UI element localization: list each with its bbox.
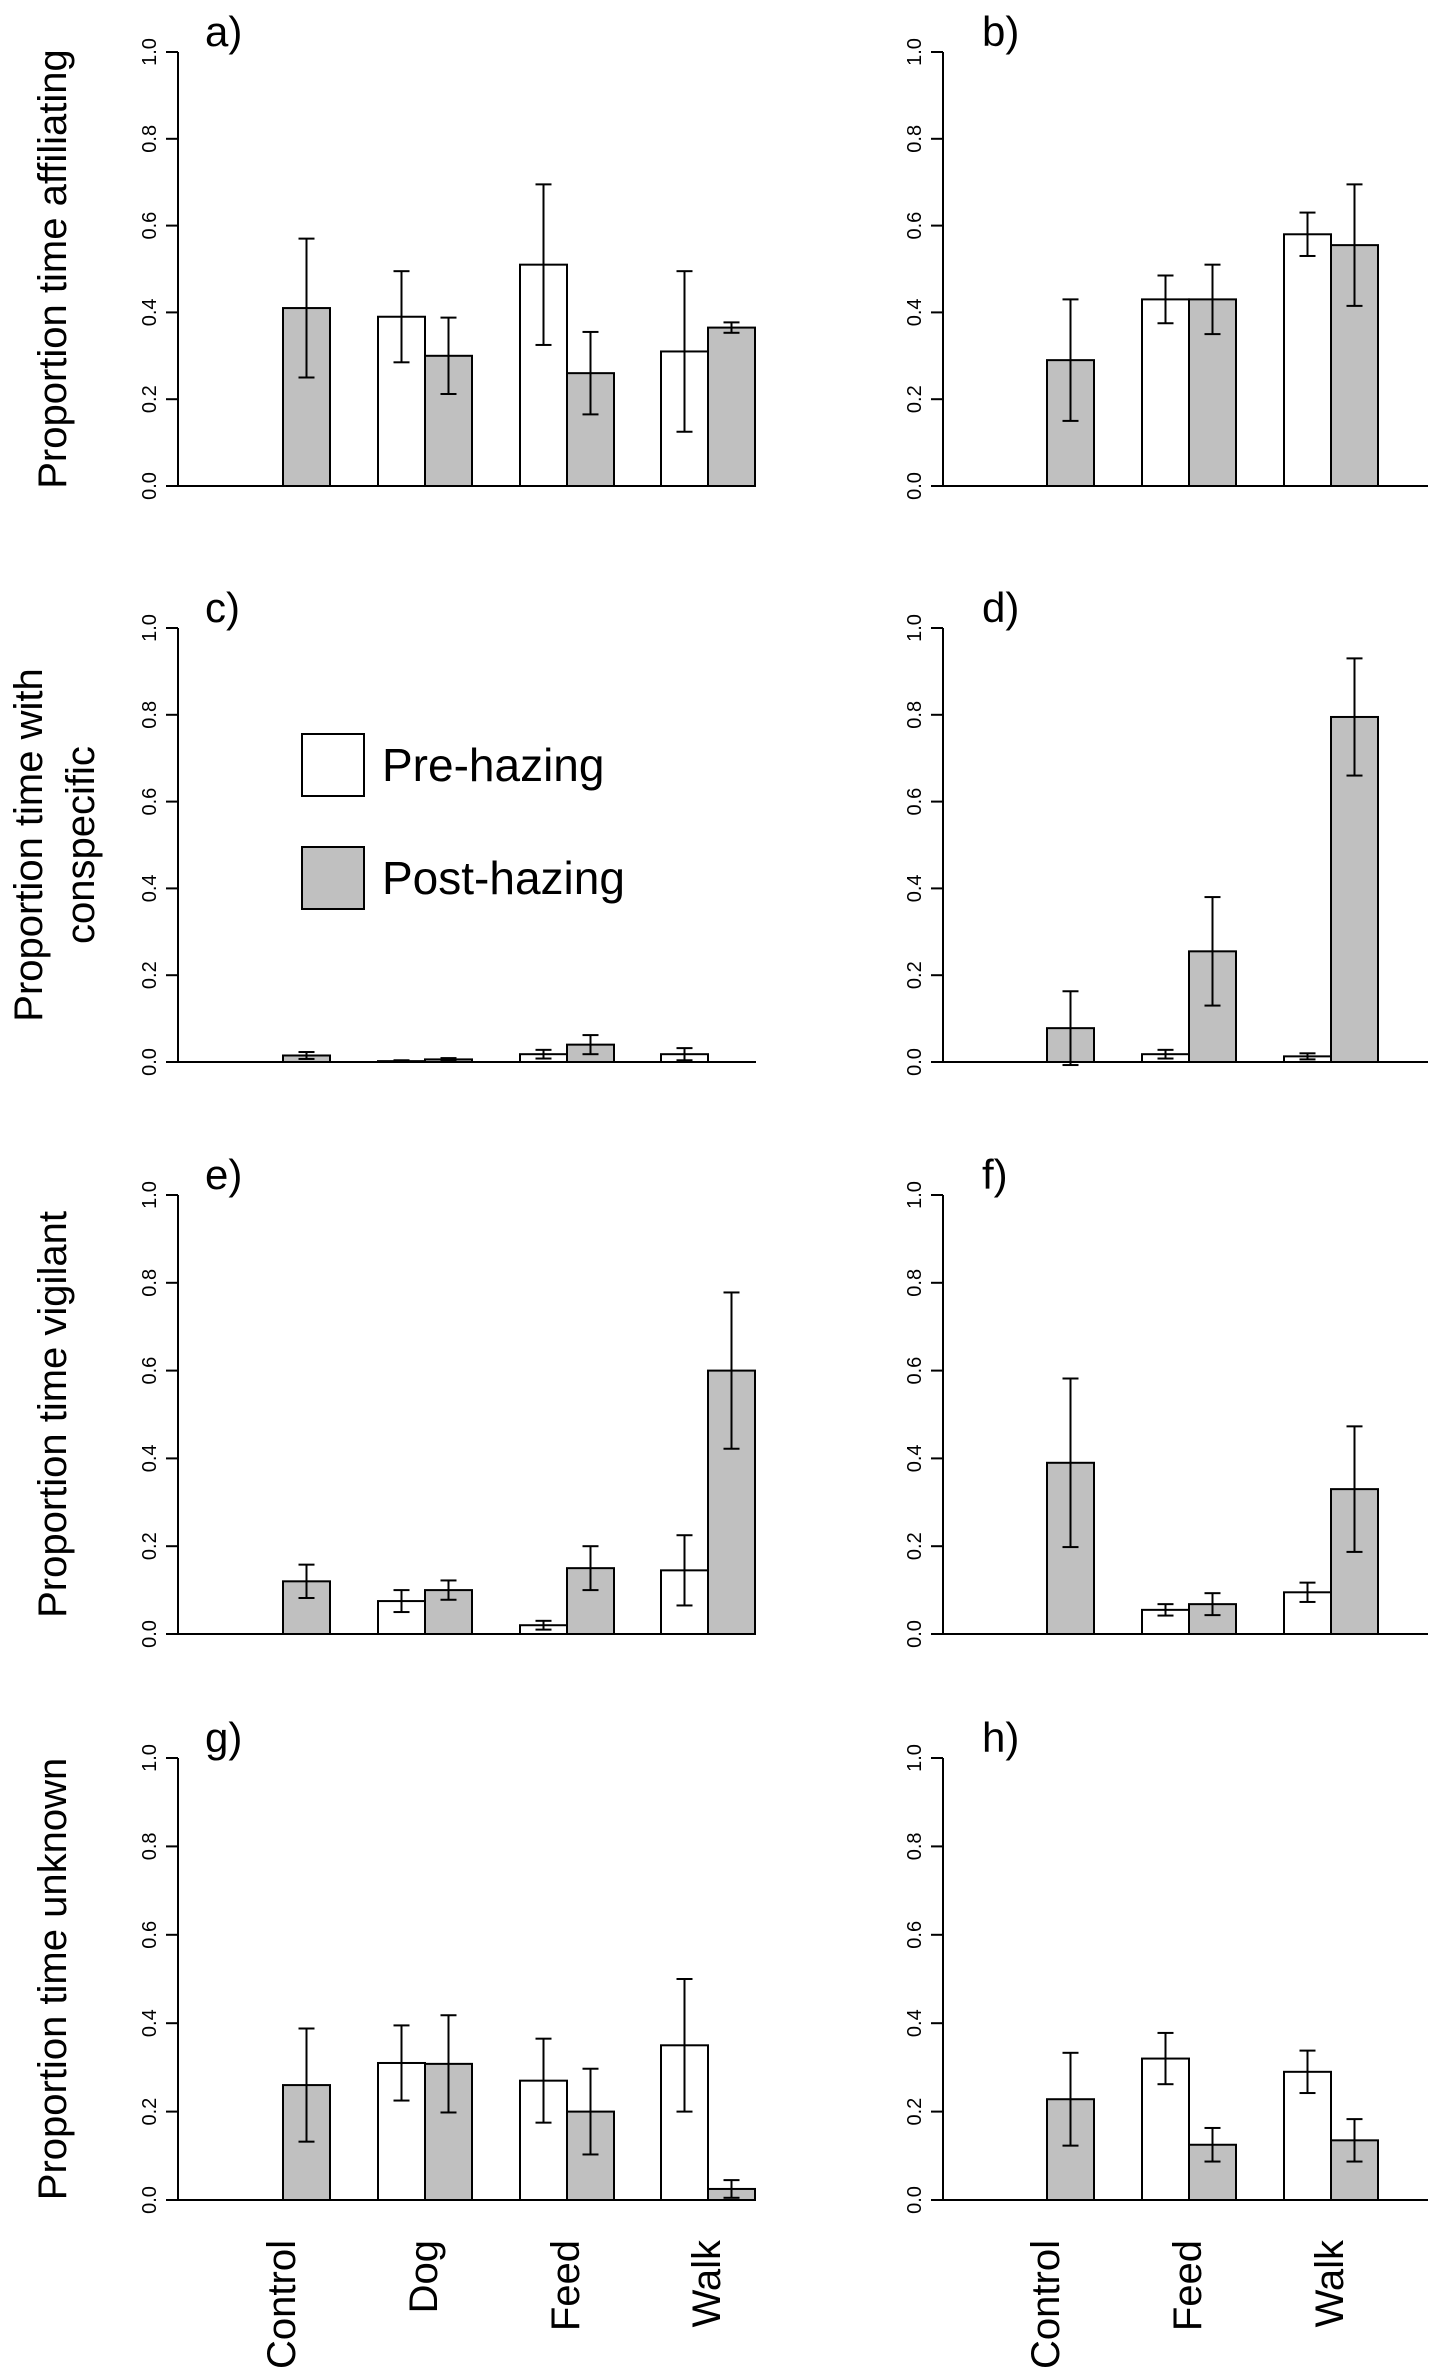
- bar-post-hazing-walk: [707, 326, 756, 487]
- y-tick-label: 0.8: [139, 125, 161, 153]
- panel-label: g): [205, 1714, 242, 1761]
- legend-label-post-hazing: Post-hazing: [382, 852, 625, 904]
- chart-panel-b: 0.0 0.2 0.4 0.6 0.8 1.0 b): [904, 8, 1428, 500]
- bar-pre-hazing-feed: [1141, 298, 1190, 487]
- x-tick-label-control: Control: [260, 2240, 304, 2369]
- y-tick-label: 0.8: [904, 701, 926, 729]
- y-tick-label: 0.2: [139, 2098, 161, 2126]
- y-tick-label: 0.2: [904, 1532, 926, 1560]
- x-tick-label-feed: Feed: [1166, 2240, 1210, 2331]
- y-axis-label: Proportion time with: [7, 668, 51, 1021]
- y-tick-label: 0.4: [904, 2009, 926, 2037]
- legend-swatch-post-hazing: [301, 846, 365, 910]
- y-tick-label: 0.8: [139, 1832, 161, 1860]
- y-tick-label: 0.0: [139, 472, 161, 500]
- y-tick-label: 0.4: [139, 874, 161, 902]
- y-tick-label: 0.2: [904, 2098, 926, 2126]
- chart-panel-e: 0.0 0.2 0.4 0.6 0.8 1.0 e) Proportion time vigi…: [31, 1151, 756, 1648]
- y-tick-label: 1.0: [139, 1181, 161, 1209]
- legend-swatch-pre-hazing: [301, 733, 365, 797]
- bar-pre-hazing-walk: [1283, 233, 1332, 487]
- y-tick-label: 1.0: [904, 1181, 926, 1209]
- chart-panel-g: 0.0 0.2 0.4 0.6 0.8 1.0 g) Proportion time unkn…: [31, 1714, 756, 2369]
- panel-label: f): [982, 1151, 1008, 1198]
- y-tick-label: 0.8: [904, 1832, 926, 1860]
- x-tick-label-dog: Dog: [402, 2240, 446, 2313]
- y-tick-label: 1.0: [904, 614, 926, 642]
- y-tick-label: 0.0: [139, 2186, 161, 2214]
- bar-pre-hazing-dog: [377, 1600, 426, 1635]
- panel-label: b): [982, 8, 1019, 55]
- y-tick-label: 0.4: [139, 2009, 161, 2037]
- y-tick-label: 0.2: [139, 961, 161, 989]
- y-axis-label: Proportion time vigilant: [31, 1211, 75, 1618]
- x-tick-label-walk: Walk: [685, 2239, 729, 2327]
- bar-post-hazing-control: [1046, 1461, 1095, 1636]
- panel-label: d): [982, 584, 1019, 631]
- y-tick-label: 0.2: [904, 385, 926, 413]
- y-tick-label: 0.6: [139, 212, 161, 240]
- y-tick-label: 0.2: [139, 385, 161, 413]
- y-tick-label: 0.8: [904, 1269, 926, 1297]
- y-tick-label: 0.6: [139, 788, 161, 816]
- y-tick-label: 0.6: [904, 1921, 926, 1949]
- y-tick-label: 1.0: [904, 1744, 926, 1772]
- y-tick-label: 0.6: [904, 788, 926, 816]
- y-tick-label: 0.4: [139, 1444, 161, 1472]
- y-tick-label: 0.2: [904, 961, 926, 989]
- x-tick-label-control: Control: [1024, 2240, 1068, 2369]
- y-tick-label: 0.0: [904, 2186, 926, 2214]
- panel-label: h): [982, 1714, 1019, 1761]
- y-tick-label: 0.6: [904, 212, 926, 240]
- panel-label: a): [205, 8, 242, 55]
- y-tick-label: 0.0: [904, 1048, 926, 1076]
- x-tick-label-feed: Feed: [544, 2240, 588, 2331]
- y-tick-label: 0.8: [139, 701, 161, 729]
- y-axis-label: Proportion time affiliating: [31, 49, 75, 489]
- legend: Pre-hazing Post-hazing: [301, 733, 625, 910]
- chart-panel-a: 0.0 0.2 0.4 0.6 0.8 1.0 a) Proportion time affi…: [31, 8, 756, 500]
- legend-label-pre-hazing: Pre-hazing: [382, 739, 604, 791]
- bar-post-hazing-dog: [424, 354, 473, 487]
- y-tick-label: 0.0: [904, 472, 926, 500]
- chart-panel-f: 0.0 0.2 0.4 0.6 0.8 1.0 f): [904, 1151, 1428, 1648]
- chart-panel-d: 0.0 0.2 0.4 0.6 0.8 1.0 d): [904, 584, 1428, 1076]
- panel-label: c): [205, 584, 240, 631]
- y-tick-label: 0.4: [904, 1444, 926, 1472]
- y-tick-label: 0.6: [139, 1357, 161, 1385]
- y-tick-label: 1.0: [139, 38, 161, 66]
- panel-label: e): [205, 1151, 242, 1198]
- y-tick-label: 0.4: [904, 874, 926, 902]
- y-tick-label: 1.0: [139, 614, 161, 642]
- y-tick-label: 0.6: [904, 1357, 926, 1385]
- y-tick-label: 1.0: [139, 1744, 161, 1772]
- y-tick-label: 1.0: [904, 38, 926, 66]
- y-tick-label: 0.4: [139, 298, 161, 326]
- y-tick-label: 0.8: [904, 125, 926, 153]
- chart-panel-c: 0.0 0.2 0.4 0.6 0.8 1.0 c) Proportion time with…: [7, 584, 756, 1076]
- y-tick-label: 0.2: [139, 1532, 161, 1560]
- chart-panel-h: 0.0 0.2 0.4 0.6 0.8 1.0 h) Control Feed Walk: [904, 1714, 1428, 2369]
- x-tick-label-walk: Walk: [1308, 2239, 1352, 2327]
- y-axis-label: Proportion time unknown: [31, 1758, 75, 2200]
- y-tick-label: 0.0: [139, 1048, 161, 1076]
- y-axis-label: conspecific: [59, 746, 103, 944]
- y-tick-label: 0.0: [139, 1620, 161, 1648]
- y-tick-label: 0.8: [139, 1269, 161, 1297]
- y-tick-label: 0.4: [904, 298, 926, 326]
- y-tick-label: 0.0: [904, 1620, 926, 1648]
- y-tick-label: 0.6: [139, 1921, 161, 1949]
